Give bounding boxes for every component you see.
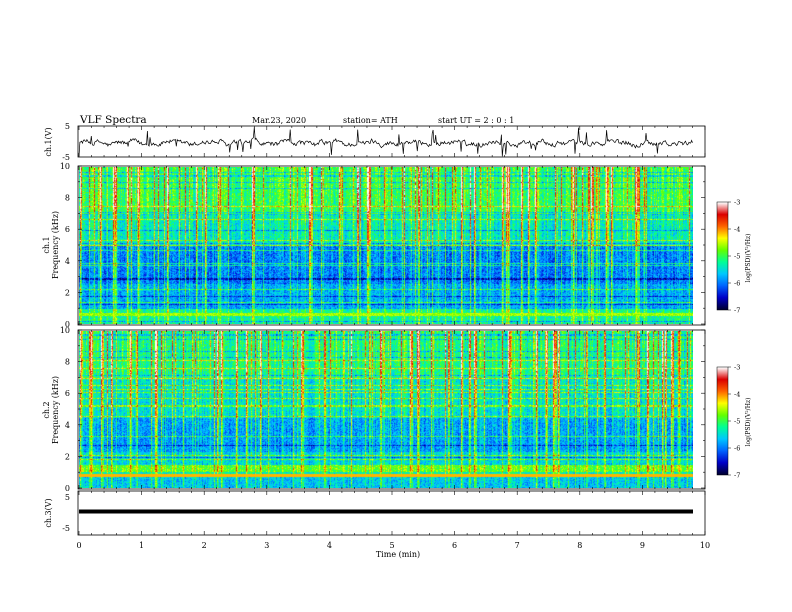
time-tick-label: 10 bbox=[700, 541, 710, 550]
ch2-colorbar-gradient bbox=[717, 367, 728, 475]
colorbar-tick-label: -5 bbox=[734, 253, 740, 261]
figure-title: VLF Spectra bbox=[79, 114, 147, 126]
ch2-spectrogram-image bbox=[79, 331, 693, 488]
freq-tick-label: 2 bbox=[65, 452, 70, 461]
time-axis-label: Time (min) bbox=[376, 550, 420, 559]
freq-tick-label: 10 bbox=[60, 326, 70, 335]
colorbar-tick-label: -3 bbox=[734, 199, 740, 207]
freq-tick-label: 10 bbox=[60, 162, 70, 171]
freq-tick-label: 8 bbox=[65, 194, 70, 203]
freq-tick-label: 8 bbox=[65, 358, 70, 367]
ch2-spectrogram-panel: 0 2 4 6 8 10 ch.2 Frequency (kHz) bbox=[42, 326, 706, 493]
time-tick-label: 6 bbox=[452, 541, 457, 550]
ch1-waveform-frame bbox=[77, 125, 706, 158]
ch1-spectrogram-ticks bbox=[78, 166, 706, 325]
time-tick-label: 3 bbox=[264, 541, 269, 550]
time-tick-label: 2 bbox=[202, 541, 207, 550]
ch1-ytick-5: 5 bbox=[65, 122, 70, 131]
ch3-waveform-ticks bbox=[78, 491, 706, 535]
time-tick-label: 5 bbox=[389, 541, 394, 550]
ch1-colorbar-label: log(PSD)(V²/Hz) bbox=[745, 234, 752, 283]
ch3-ytick-neg5: -5 bbox=[62, 524, 70, 533]
freq-tick-label: 6 bbox=[65, 389, 70, 398]
ch3-ytick-5: 5 bbox=[65, 493, 70, 502]
ch1-waveform-ticks bbox=[78, 126, 706, 157]
ch1-colorbar-gradient bbox=[717, 202, 728, 310]
ch2-colorbar-ticks: -3 -4 -5 -6 -7 bbox=[728, 364, 740, 480]
ch1-colorbar-ticks: -3 -4 -5 -6 -7 bbox=[728, 199, 740, 315]
ch1-spectrogram-ylabel-ch: ch.1 bbox=[42, 236, 51, 253]
ch3-waveform-trace bbox=[79, 509, 693, 514]
time-tick-label: 7 bbox=[515, 541, 520, 550]
ch2-spectrogram-ylabel-freq: Frequency (kHz) bbox=[51, 376, 60, 444]
time-tick-label: 4 bbox=[327, 541, 332, 550]
time-tick-label: 8 bbox=[577, 541, 582, 550]
ch1-ytick-neg5: -5 bbox=[62, 153, 70, 162]
ch1-colorbar: -3 -4 -5 -6 -7 log(PSD)(V²/Hz) bbox=[716, 199, 752, 315]
ch3-waveform-panel: 5 -5 ch.3(V) bbox=[44, 490, 706, 536]
ch2-freq-ticks: 0 2 4 6 8 10 bbox=[60, 326, 705, 493]
ch1-waveform-trace bbox=[78, 127, 693, 157]
ch1-spectrogram-ylabel-freq: Frequency (kHz) bbox=[51, 211, 60, 279]
freq-tick-label: 6 bbox=[65, 225, 70, 234]
ch1-freq-ticks: 0 2 4 6 8 10 bbox=[60, 162, 705, 329]
freq-tick-label: 2 bbox=[65, 288, 70, 297]
colorbar-tick-label: -6 bbox=[734, 280, 740, 288]
freq-tick-label: 4 bbox=[65, 257, 70, 266]
ch1-spectrogram-frame bbox=[77, 165, 706, 326]
ch3-waveform-frame bbox=[77, 490, 706, 536]
freq-tick-label: 0 bbox=[65, 320, 70, 329]
time-tick-label: 0 bbox=[76, 541, 81, 550]
colorbar-tick-label: -6 bbox=[734, 445, 740, 453]
freq-tick-label: 0 bbox=[65, 484, 70, 493]
figure-date: Mar.23, 2020 bbox=[252, 116, 306, 125]
colorbar-tick-label: -7 bbox=[734, 307, 740, 315]
ch1-spectrogram-panel: 0 2 4 6 8 10 ch.1 Frequency (kHz) bbox=[42, 162, 706, 329]
ch2-spectrogram-ylabel-ch: ch.2 bbox=[42, 401, 51, 418]
colorbar-tick-label: -3 bbox=[734, 364, 740, 372]
time-axis-tick-labels: 0 1 2 3 4 5 6 7 8 9 10 bbox=[76, 541, 710, 550]
ch2-colorbar-label: log(PSD)(V²/Hz) bbox=[745, 398, 752, 447]
ch2-spectrogram-ticks bbox=[78, 330, 706, 489]
figure-station: station= ATH bbox=[343, 116, 398, 125]
ch1-spectrogram-image bbox=[79, 167, 693, 324]
colorbar-tick-label: -7 bbox=[734, 472, 740, 480]
time-tick-label: 9 bbox=[640, 541, 645, 550]
figure-start-ut: start UT = 2 : 0 : 1 bbox=[438, 116, 514, 125]
ch1-waveform-panel: 5 -5 ch.1(V) bbox=[44, 122, 706, 162]
time-tick-label: 1 bbox=[139, 541, 144, 550]
colorbar-tick-label: -5 bbox=[734, 418, 740, 426]
ch3-waveform-ylabel: ch.3(V) bbox=[44, 498, 53, 527]
colorbar-tick-label: -4 bbox=[734, 391, 740, 399]
colorbar-tick-label: -4 bbox=[734, 226, 740, 234]
freq-tick-label: 4 bbox=[65, 421, 70, 430]
ch2-spectrogram-frame bbox=[77, 329, 706, 490]
ch1-waveform-ylabel: ch.1(V) bbox=[44, 127, 53, 156]
ch2-colorbar: -3 -4 -5 -6 -7 log(PSD)(V²/Hz) bbox=[716, 364, 752, 480]
